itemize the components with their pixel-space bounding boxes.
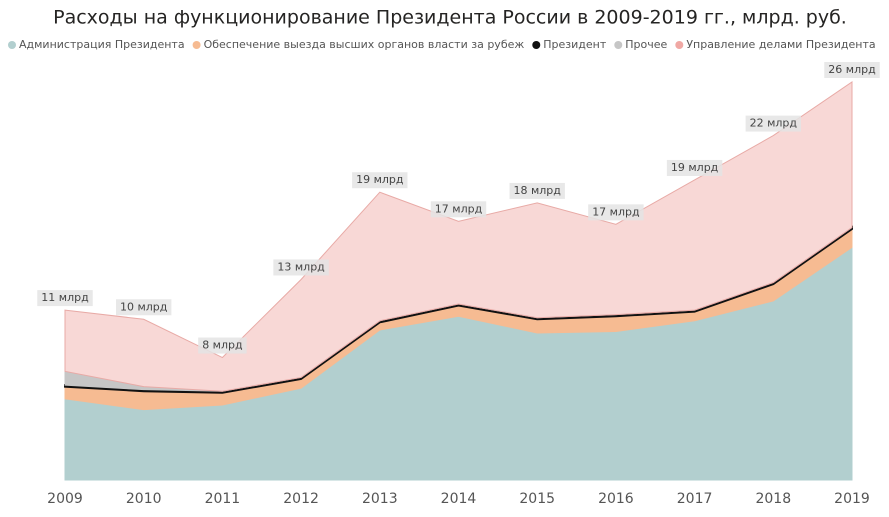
x-tick-label: 2019 bbox=[834, 491, 870, 507]
area bbox=[64, 81, 853, 392]
legend-marker bbox=[614, 41, 623, 49]
legend: Администрация Президента Обеспечение выез… bbox=[8, 38, 876, 51]
total-label-box bbox=[745, 115, 802, 132]
legend-label: Прочее bbox=[625, 38, 667, 51]
chart-title: Расходы на функционирование Президента Р… bbox=[53, 7, 847, 29]
x-tick-label: 2014 bbox=[441, 491, 477, 507]
total-label-box bbox=[430, 201, 487, 218]
total-label-box bbox=[352, 172, 408, 189]
x-tick-label: 2009 bbox=[47, 491, 83, 507]
x-tick-label: 2011 bbox=[205, 491, 241, 507]
x-tick-label: 2015 bbox=[519, 491, 555, 507]
total-label: 17 млрд bbox=[592, 205, 640, 218]
x-tick-label: 2012 bbox=[283, 491, 319, 507]
total-label: 22 млрд bbox=[750, 117, 798, 130]
total-label-box bbox=[588, 204, 644, 221]
total-label-box bbox=[273, 259, 329, 276]
x-tick-label: 2017 bbox=[677, 491, 713, 507]
total-label-box bbox=[198, 337, 247, 354]
total-label: 11 млрд bbox=[41, 291, 89, 304]
legend-marker bbox=[8, 41, 16, 49]
total-label: 17 млрд bbox=[435, 202, 483, 215]
legend-label: Администрация Президента bbox=[19, 38, 185, 51]
total-label: 8 млрд bbox=[202, 339, 243, 352]
total-label: 26 млрд bbox=[828, 63, 876, 76]
total-label-box bbox=[509, 182, 565, 199]
total-label-box bbox=[115, 299, 172, 316]
total-label: 19 млрд bbox=[356, 173, 404, 186]
total-label: 13 млрд bbox=[277, 260, 325, 273]
x-tick-label: 2010 bbox=[126, 491, 162, 507]
legend-label: Управление делами Президента bbox=[686, 38, 875, 51]
legend-label: Президент bbox=[543, 38, 607, 51]
legend-marker bbox=[675, 41, 684, 49]
x-tick-label: 2013 bbox=[362, 491, 398, 507]
total-label-box bbox=[824, 62, 880, 78]
total-label-box bbox=[666, 159, 723, 176]
x-tick-label: 2016 bbox=[598, 491, 634, 507]
total-label: 18 млрд bbox=[513, 184, 561, 197]
legend-marker bbox=[532, 41, 541, 49]
x-tick-label: 2018 bbox=[755, 491, 791, 507]
legend-label: Обеспечение выезда высших органов власти… bbox=[204, 38, 525, 51]
total-label: 19 млрд bbox=[671, 161, 719, 174]
legend-marker bbox=[192, 41, 201, 49]
total-label: 10 млрд bbox=[120, 300, 168, 313]
total-label-box bbox=[37, 290, 93, 307]
